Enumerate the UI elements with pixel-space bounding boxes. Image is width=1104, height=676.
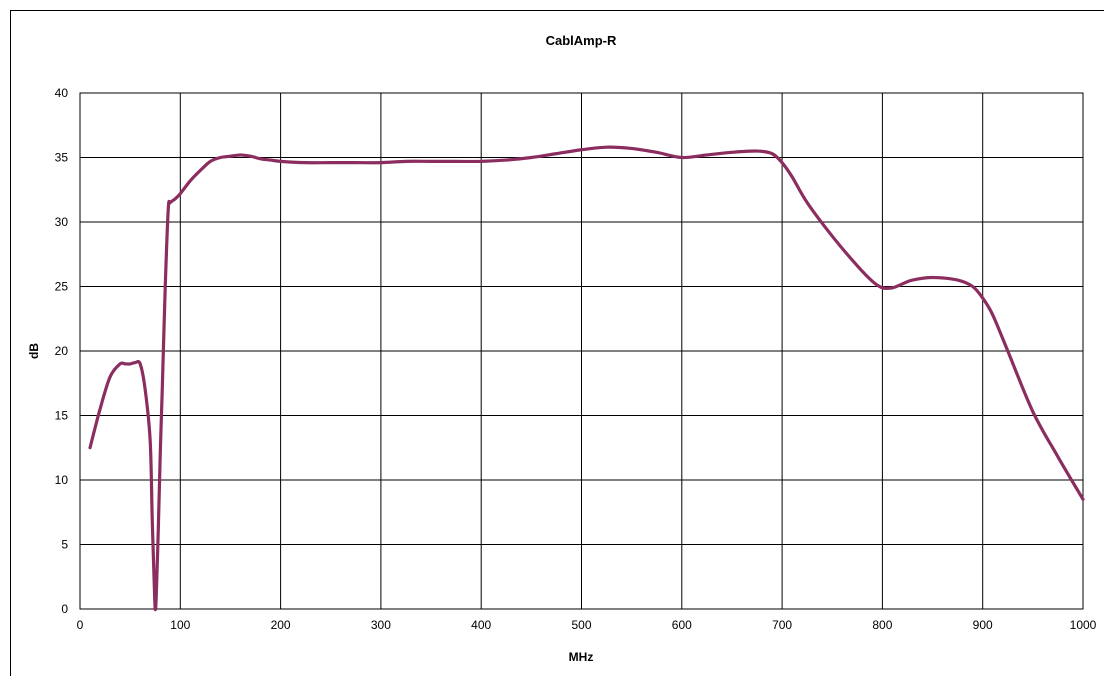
y-tick-label: 15: [55, 409, 69, 423]
x-axis-ticks: 0 100 200 300 400 500 600 700 800 900 1000: [77, 618, 1097, 632]
x-tick-label: 0: [77, 618, 84, 632]
x-tick-label: 900: [973, 618, 993, 632]
plot-area: [79, 92, 1084, 610]
y-tick-label: 0: [61, 602, 68, 616]
y-tick-label: 30: [55, 215, 69, 229]
y-tick-label: 5: [61, 538, 68, 552]
y-tick-label: 40: [55, 86, 69, 100]
x-tick-label: 100: [170, 618, 190, 632]
x-tick-label: 400: [471, 618, 491, 632]
grid: [79, 92, 1084, 610]
x-tick-label: 600: [672, 618, 692, 632]
y-tick-label: 10: [55, 473, 69, 487]
y-axis-label: dB: [27, 343, 41, 359]
x-tick-label: 1000: [1070, 618, 1097, 632]
x-tick-label: 200: [271, 618, 291, 632]
x-axis-label: MHz: [569, 650, 594, 664]
series-layer: [88, 145, 1085, 612]
chart-border: [10, 10, 1104, 676]
y-tick-label: 25: [55, 280, 69, 294]
x-tick-label: 800: [872, 618, 892, 632]
y-tick-label: 35: [55, 151, 69, 165]
x-tick-label: 500: [571, 618, 591, 632]
series-line: [88, 145, 1085, 612]
y-tick-label: 20: [55, 344, 69, 358]
y-axis-ticks: 0 5 10 15 20 25 30 35 40: [55, 86, 69, 616]
chart-title: CablAmp-R: [546, 33, 617, 48]
x-tick-label: 300: [371, 618, 391, 632]
x-tick-label: 700: [772, 618, 792, 632]
